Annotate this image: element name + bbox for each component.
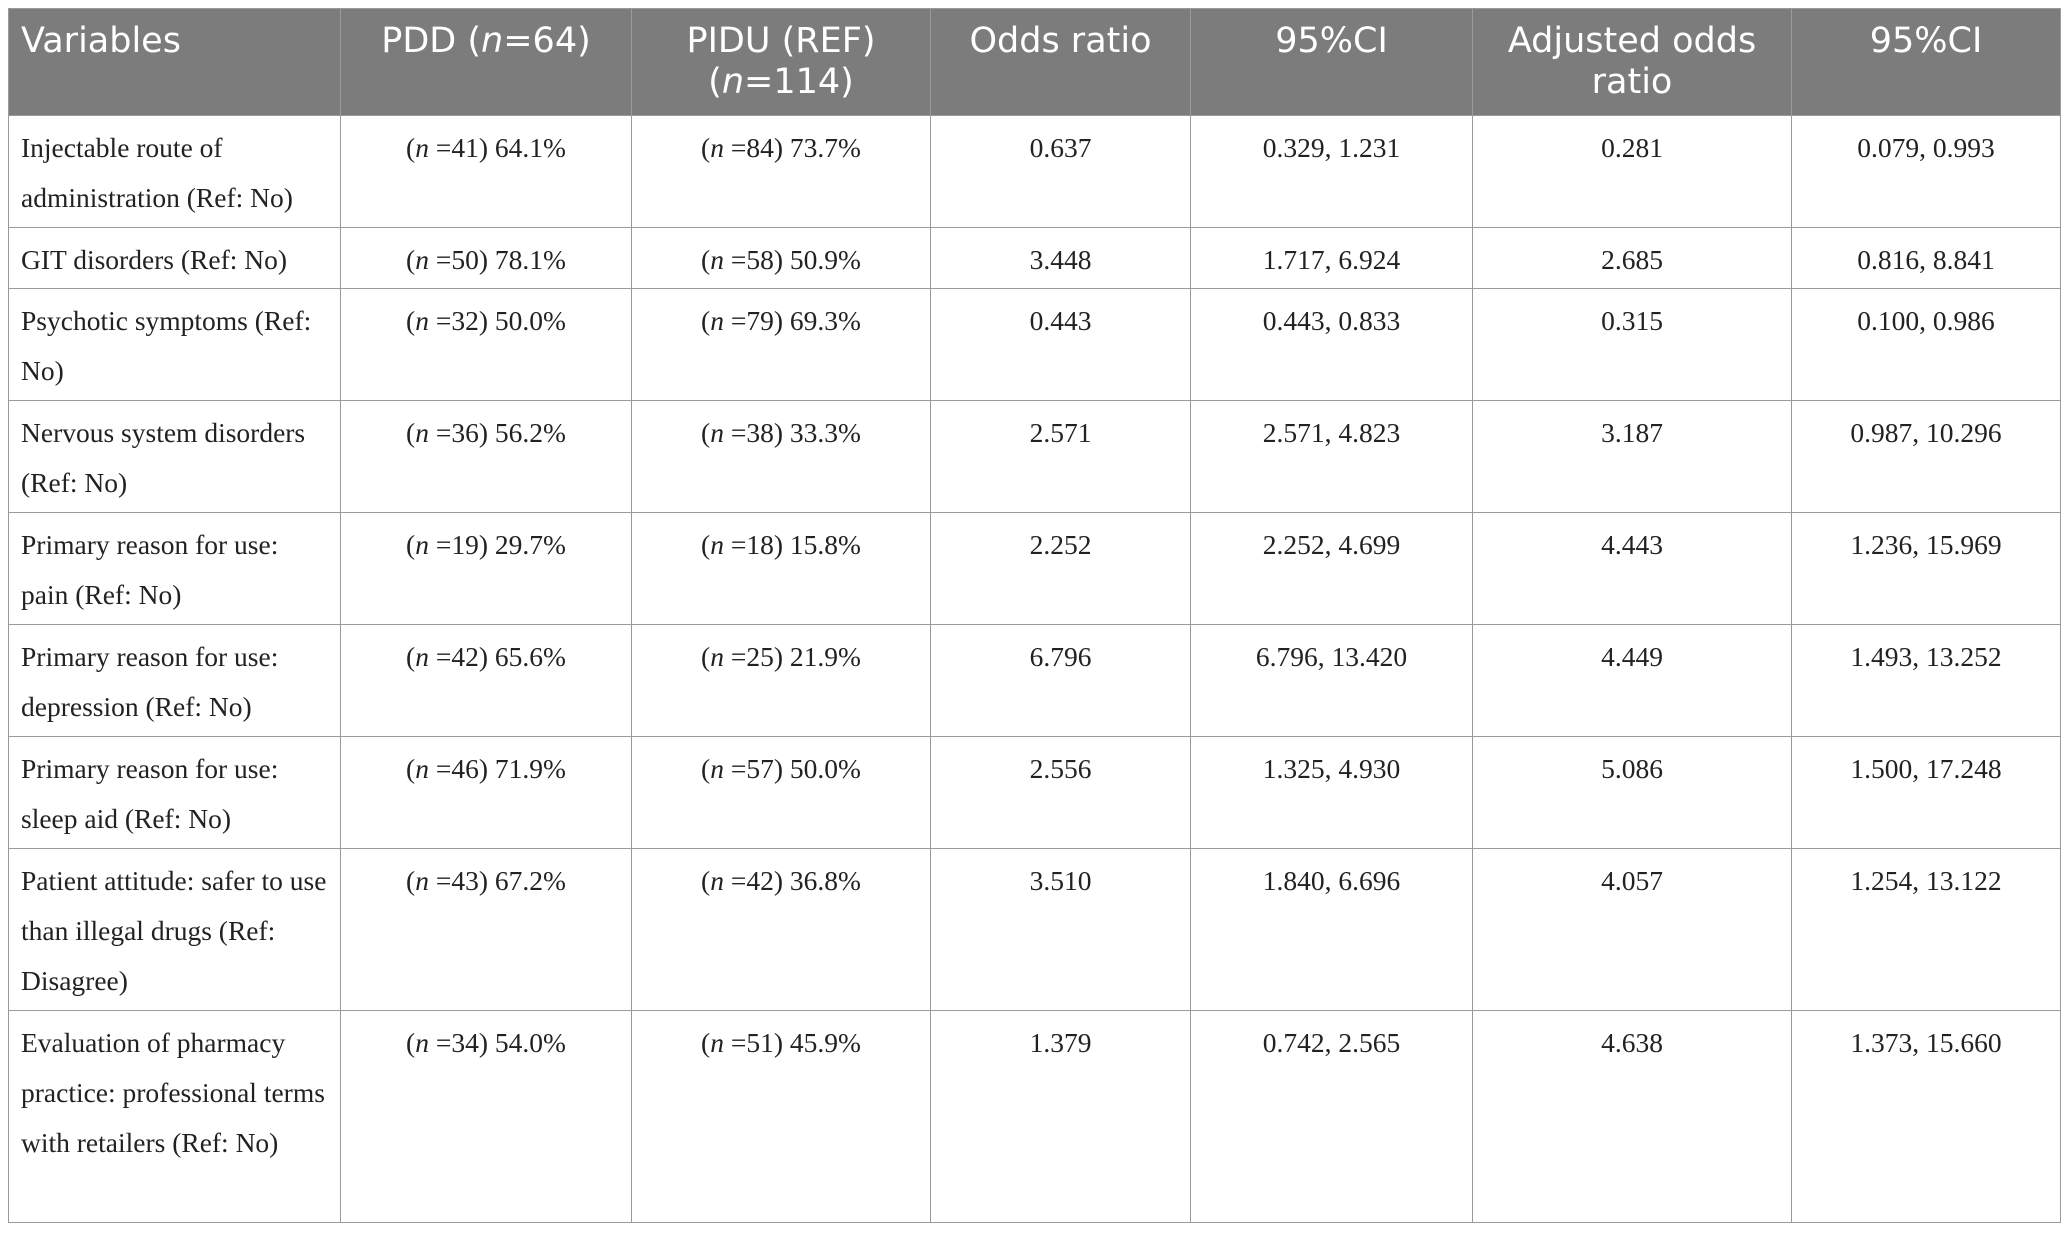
- pidu-cell: (n =58) 50.9%: [631, 227, 931, 289]
- adjusted-ci-cell: 1.236, 15.969: [1791, 512, 2061, 625]
- pidu-cell: (n =57) 50.0%: [631, 736, 931, 849]
- adjusted-odds-ratio-cell: 4.449: [1472, 624, 1792, 737]
- header-adjusted-ci: 95%CI: [1791, 8, 2061, 116]
- pdd-cell: (n =42) 65.6%: [340, 624, 632, 737]
- header-adjusted-odds-ratio: Adjusted odds ratio: [1472, 8, 1792, 116]
- table-row: Primary reason for use: pain (Ref: No) (…: [8, 512, 2061, 625]
- adjusted-odds-ratio-cell: 4.638: [1472, 1010, 1792, 1223]
- variable-cell: Patient attitude: safer to use than ille…: [8, 848, 341, 1011]
- pdd-cell: (n =34) 54.0%: [340, 1010, 632, 1223]
- header-ci: 95%CI: [1190, 8, 1473, 116]
- adjusted-ci-cell: 1.373, 15.660: [1791, 1010, 2061, 1223]
- pdd-cell: (n =43) 67.2%: [340, 848, 632, 1011]
- adjusted-ci-cell: 0.100, 0.986: [1791, 288, 2061, 401]
- pdd-cell: (n =36) 56.2%: [340, 400, 632, 513]
- variable-cell: Psychotic symptoms (Ref: No): [8, 288, 341, 401]
- odds-ratio-cell: 2.571: [930, 400, 1191, 513]
- odds-ratio-cell: 3.510: [930, 848, 1191, 1011]
- variable-cell: Primary reason for use: sleep aid (Ref: …: [8, 736, 341, 849]
- pidu-cell: (n =79) 69.3%: [631, 288, 931, 401]
- pdd-cell: (n =32) 50.0%: [340, 288, 632, 401]
- odds-ratio-cell: 2.556: [930, 736, 1191, 849]
- variable-cell: Primary reason for use: pain (Ref: No): [8, 512, 341, 625]
- pdd-cell: (n =46) 71.9%: [340, 736, 632, 849]
- adjusted-odds-ratio-cell: 3.187: [1472, 400, 1792, 513]
- adjusted-odds-ratio-cell: 4.443: [1472, 512, 1792, 625]
- table-row: Evaluation of pharmacy practice: profess…: [8, 1010, 2061, 1223]
- odds-ratio-cell: 3.448: [930, 227, 1191, 289]
- odds-ratio-cell: 1.379: [930, 1010, 1191, 1223]
- pidu-cell: (n =38) 33.3%: [631, 400, 931, 513]
- adjusted-ci-cell: 0.079, 0.993: [1791, 115, 2061, 228]
- odds-ratio-cell: 6.796: [930, 624, 1191, 737]
- odds-ratio-cell: 0.637: [930, 115, 1191, 228]
- header-pidu: PIDU (REF) (n=114): [631, 8, 931, 116]
- odds-ratio-cell: 2.252: [930, 512, 1191, 625]
- ci-cell: 6.796, 13.420: [1190, 624, 1473, 737]
- adjusted-odds-ratio-cell: 4.057: [1472, 848, 1792, 1011]
- adjusted-ci-cell: 0.816, 8.841: [1791, 227, 2061, 289]
- pdd-cell: (n =19) 29.7%: [340, 512, 632, 625]
- table-row: Injectable route of administration (Ref:…: [8, 115, 2061, 228]
- variable-cell: Injectable route of administration (Ref:…: [8, 115, 341, 228]
- pidu-cell: (n =42) 36.8%: [631, 848, 931, 1011]
- ci-cell: 1.840, 6.696: [1190, 848, 1473, 1011]
- pidu-cell: (n =18) 15.8%: [631, 512, 931, 625]
- pdd-cell: (n =41) 64.1%: [340, 115, 632, 228]
- header-pdd: PDD (n=64): [340, 8, 632, 116]
- header-odds-ratio: Odds ratio: [930, 8, 1191, 116]
- table-row: GIT disorders (Ref: No) (n =50) 78.1% (n…: [8, 227, 2061, 289]
- adjusted-odds-ratio-cell: 0.315: [1472, 288, 1792, 401]
- adjusted-ci-cell: 0.987, 10.296: [1791, 400, 2061, 513]
- variable-cell: Nervous system disorders (Ref: No): [8, 400, 341, 513]
- adjusted-odds-ratio-cell: 0.281: [1472, 115, 1792, 228]
- table-row: Psychotic symptoms (Ref: No) (n =32) 50.…: [8, 288, 2061, 401]
- odds-ratio-cell: 0.443: [930, 288, 1191, 401]
- table-row: Patient attitude: safer to use than ille…: [8, 848, 2061, 1011]
- ci-cell: 2.571, 4.823: [1190, 400, 1473, 513]
- adjusted-odds-ratio-cell: 5.086: [1472, 736, 1792, 849]
- adjusted-ci-cell: 1.254, 13.122: [1791, 848, 2061, 1011]
- ci-cell: 1.325, 4.930: [1190, 736, 1473, 849]
- ci-cell: 0.443, 0.833: [1190, 288, 1473, 401]
- header-variables: Variables: [8, 8, 341, 116]
- table-row: Primary reason for use: sleep aid (Ref: …: [8, 736, 2061, 849]
- ci-cell: 1.717, 6.924: [1190, 227, 1473, 289]
- variable-cell: Evaluation of pharmacy practice: profess…: [8, 1010, 341, 1223]
- variable-cell: Primary reason for use: depression (Ref:…: [8, 624, 341, 737]
- results-table: Variables PDD (n=64) PIDU (REF) (n=114) O…: [8, 8, 2061, 1223]
- ci-cell: 2.252, 4.699: [1190, 512, 1473, 625]
- adjusted-ci-cell: 1.500, 17.248: [1791, 736, 2061, 849]
- adjusted-odds-ratio-cell: 2.685: [1472, 227, 1792, 289]
- header-row: Variables PDD (n=64) PIDU (REF) (n=114) O…: [8, 8, 2061, 116]
- table-row: Primary reason for use: depression (Ref:…: [8, 624, 2061, 737]
- adjusted-ci-cell: 1.493, 13.252: [1791, 624, 2061, 737]
- pidu-cell: (n =25) 21.9%: [631, 624, 931, 737]
- pidu-cell: (n =51) 45.9%: [631, 1010, 931, 1223]
- pidu-cell: (n =84) 73.7%: [631, 115, 931, 228]
- variable-cell: GIT disorders (Ref: No): [8, 227, 341, 289]
- ci-cell: 0.329, 1.231: [1190, 115, 1473, 228]
- pdd-cell: (n =50) 78.1%: [340, 227, 632, 289]
- table-row: Nervous system disorders (Ref: No) (n =3…: [8, 400, 2061, 513]
- ci-cell: 0.742, 2.565: [1190, 1010, 1473, 1223]
